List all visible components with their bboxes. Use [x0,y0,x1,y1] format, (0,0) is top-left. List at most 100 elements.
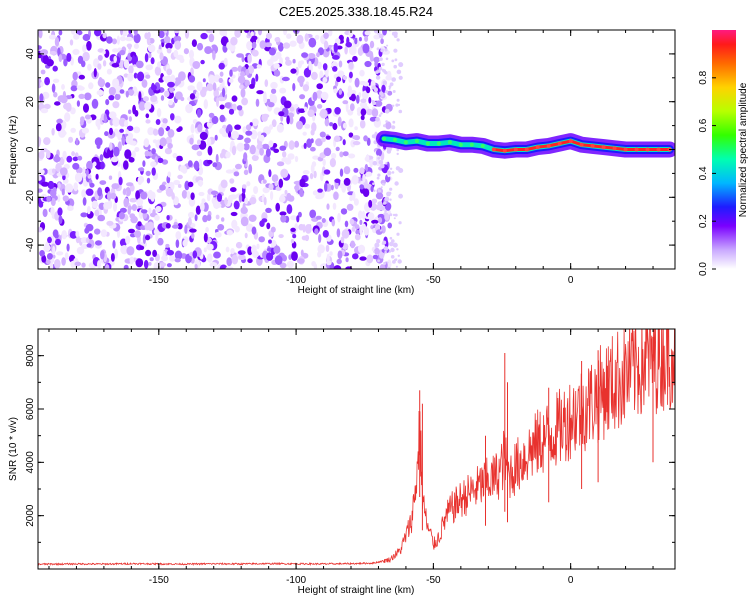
noise-blob [165,243,170,248]
noise-blob [155,205,162,213]
noise-blob [373,250,376,253]
noise-blob [380,38,384,45]
noise-blob [75,230,80,238]
noise-blob [174,258,181,263]
noise-blob [325,244,330,252]
colorbar-tick-label: 0.2 [698,214,709,228]
noise-blob [369,159,374,168]
trace-point [458,142,463,147]
noise-blob [123,59,130,69]
noise-blob [280,215,287,223]
noise-blob [351,226,356,232]
noise-blob [247,65,255,74]
noise-blob [231,95,238,102]
x-tick-label: -50 [426,575,441,586]
noise-blob [108,175,113,180]
noise-blob [251,118,259,127]
noise-blob [137,167,145,172]
noise-blob [56,118,63,124]
noise-blob [99,180,107,186]
noise-blob [270,81,278,89]
noise-blob [206,193,211,202]
noise-blob [119,89,125,94]
noise-blob [341,229,350,239]
noise-blob [381,84,386,94]
noise-blob [125,235,131,245]
noise-blob [398,109,403,114]
noise-blob [170,74,176,84]
noise-blob [181,189,188,199]
noise-blob [325,135,331,140]
noise-blob [334,107,341,115]
noise-blob [299,94,306,100]
noise-blob [92,161,97,167]
noise-blob [159,52,164,61]
noise-blob [320,91,329,101]
noise-blob [61,84,65,90]
trace-point [535,145,540,150]
noise-blob [154,214,160,221]
noise-blob [396,152,399,156]
trace-point [392,137,397,142]
y-tick-label: 2000 [25,504,36,527]
noise-blob [372,182,375,185]
noise-blob [323,147,332,157]
noise-blob [143,138,150,148]
noise-blob [166,249,174,256]
noise-blob [256,243,260,250]
noise-blob [165,136,172,145]
noise-blob [360,98,367,103]
noise-blob [361,223,366,231]
noise-blob [246,181,251,187]
noise-blob [381,62,385,67]
noise-blob [159,137,167,147]
noise-blob [218,77,223,83]
noise-blob [370,185,374,193]
noise-blob [208,112,215,118]
noise-blob [326,253,330,263]
trace-point [436,141,441,146]
noise-blob [234,30,242,38]
noise-blob [375,192,384,200]
noise-blob [149,257,154,262]
trace-point [557,141,562,146]
noise-blob [309,172,314,180]
noise-blob [279,211,287,216]
noise-blob [188,217,192,226]
noise-blob [207,159,213,165]
noise-blob [167,129,175,138]
noise-blob [261,113,270,119]
noise-blob [378,33,384,39]
noise-blob [55,123,62,132]
noise-blob [140,191,148,200]
noise-blob [342,75,348,80]
noise-blob [124,120,129,128]
noise-blob [312,91,318,102]
noise-blob [228,108,235,115]
noise-blob [335,146,340,152]
noise-blob [165,42,173,50]
noise-blob [385,57,389,61]
noise-blob [333,88,338,94]
noise-blob [94,137,103,147]
noise-blob [234,124,242,130]
noise-blob [74,261,82,267]
noise-scatter [38,30,404,269]
noise-blob [215,153,219,163]
noise-blob [68,136,74,143]
noise-blob [330,184,334,191]
noise-blob [102,50,106,55]
noise-blob [226,229,233,236]
noise-blob [214,134,218,141]
noise-blob [81,262,86,268]
noise-blob [126,125,134,131]
noise-blob [332,202,337,210]
noise-blob [166,263,172,268]
noise-blob [386,44,389,47]
noise-blob [287,153,295,160]
noise-blob [237,75,246,84]
noise-blob [81,189,87,198]
noise-blob [389,82,394,87]
noise-blob [184,30,190,39]
noise-blob [203,247,207,253]
